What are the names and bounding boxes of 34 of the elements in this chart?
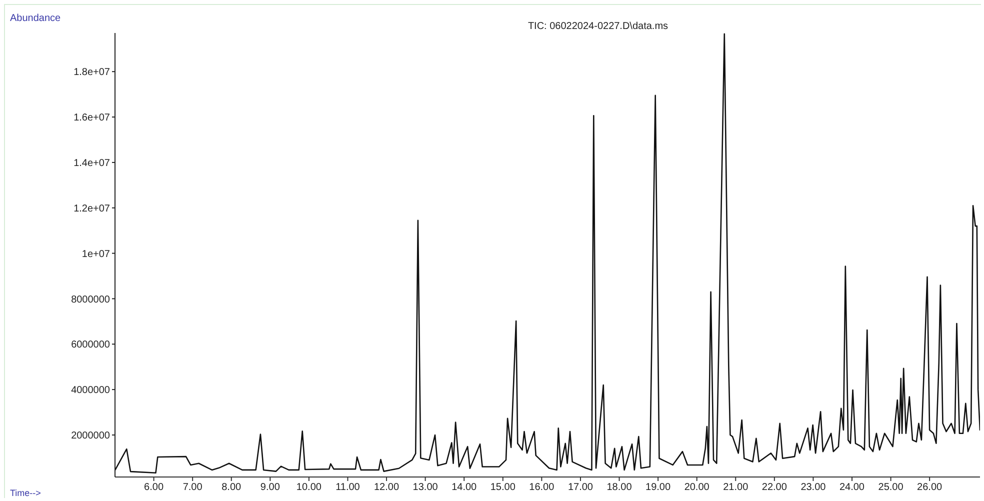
- x-tick-label: 18.00: [606, 482, 632, 494]
- x-tick-label: 15.00: [490, 482, 516, 494]
- x-tick-label: 26.00: [917, 482, 943, 494]
- y-tick-label: 4000000: [71, 385, 110, 396]
- x-tick-label: 12.00: [374, 482, 400, 494]
- y-tick-label: 1.8e+07: [74, 67, 110, 78]
- x-tick-label: 14.00: [452, 482, 478, 494]
- x-tick-label: 22.00: [762, 482, 788, 494]
- x-tick-label: 25.00: [878, 482, 904, 494]
- x-tick-label: 11.00: [336, 482, 360, 494]
- x-tick-label: 10.00: [296, 482, 322, 494]
- x-tick-label: 17.00: [568, 482, 594, 494]
- x-tick-label: 9.00: [260, 482, 280, 494]
- x-axis-title: Time-->: [10, 488, 41, 498]
- x-tick-label: 7.00: [182, 482, 203, 494]
- x-tick-label: 19.00: [646, 482, 671, 494]
- chart-title: TIC: 06022024-0227.D\data.ms: [528, 21, 668, 32]
- x-tick-label: 13.00: [412, 482, 438, 494]
- y-tick-label: 8000000: [71, 294, 110, 306]
- y-axis-title: Abundance: [10, 13, 61, 24]
- x-tick-label: 21.00: [723, 482, 749, 494]
- x-tick-label: 16.00: [529, 482, 555, 494]
- y-tick-label: 6000000: [71, 340, 110, 351]
- y-tick-label: 1.2e+07: [74, 203, 110, 214]
- x-tick-label: 23.00: [800, 482, 826, 494]
- y-tick-label: 1.6e+07: [74, 112, 110, 124]
- y-tick-label: 1.4e+07: [74, 158, 110, 170]
- y-tick-label: 1e+07: [82, 248, 110, 260]
- line-series: [115, 33, 980, 474]
- x-tick-label: 8.00: [222, 482, 242, 494]
- y-tick-label: 2000000: [71, 430, 110, 442]
- x-tick-label: 20.00: [684, 482, 710, 494]
- x-tick-label: 6.00: [144, 482, 164, 494]
- x-tick-label: 24.00: [839, 482, 865, 494]
